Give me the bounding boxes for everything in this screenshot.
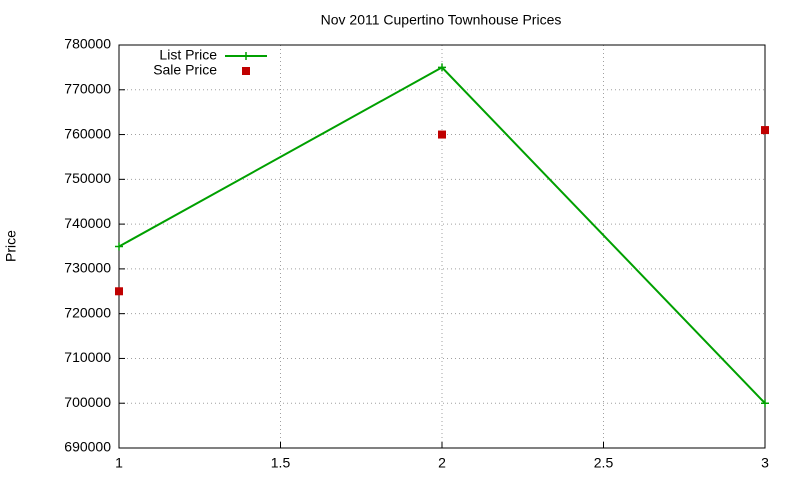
legend-label: Sale Price	[153, 62, 217, 78]
y-tick-label: 730000	[64, 260, 111, 276]
y-tick-label: 690000	[64, 439, 111, 455]
point-marker	[242, 67, 250, 75]
point-marker	[761, 126, 769, 135]
y-tick-label: 780000	[64, 36, 111, 52]
y-tick-label: 700000	[64, 394, 111, 410]
x-tick-label: 3	[761, 455, 769, 471]
y-tick-label: 710000	[64, 349, 111, 365]
point-marker	[761, 399, 769, 408]
legend-label: List Price	[159, 47, 217, 63]
chart-title: Nov 2011 Cupertino Townhouse Prices	[321, 12, 562, 28]
y-axis-label: Price	[3, 230, 19, 262]
point-marker	[115, 242, 123, 251]
x-tick-label: 2.5	[594, 455, 614, 471]
point-marker	[438, 130, 446, 139]
x-tick-label: 1	[115, 455, 123, 471]
x-tick-label: 2	[438, 455, 446, 471]
x-tick-label: 1.5	[271, 455, 291, 471]
y-tick-label: 760000	[64, 125, 111, 141]
y-tick-label: 720000	[64, 304, 111, 320]
y-tick-label: 750000	[64, 170, 111, 186]
y-tick-label: 740000	[64, 215, 111, 231]
y-tick-label: 770000	[64, 80, 111, 96]
point-marker	[115, 287, 123, 296]
point-marker	[242, 52, 250, 60]
point-marker	[438, 63, 446, 72]
